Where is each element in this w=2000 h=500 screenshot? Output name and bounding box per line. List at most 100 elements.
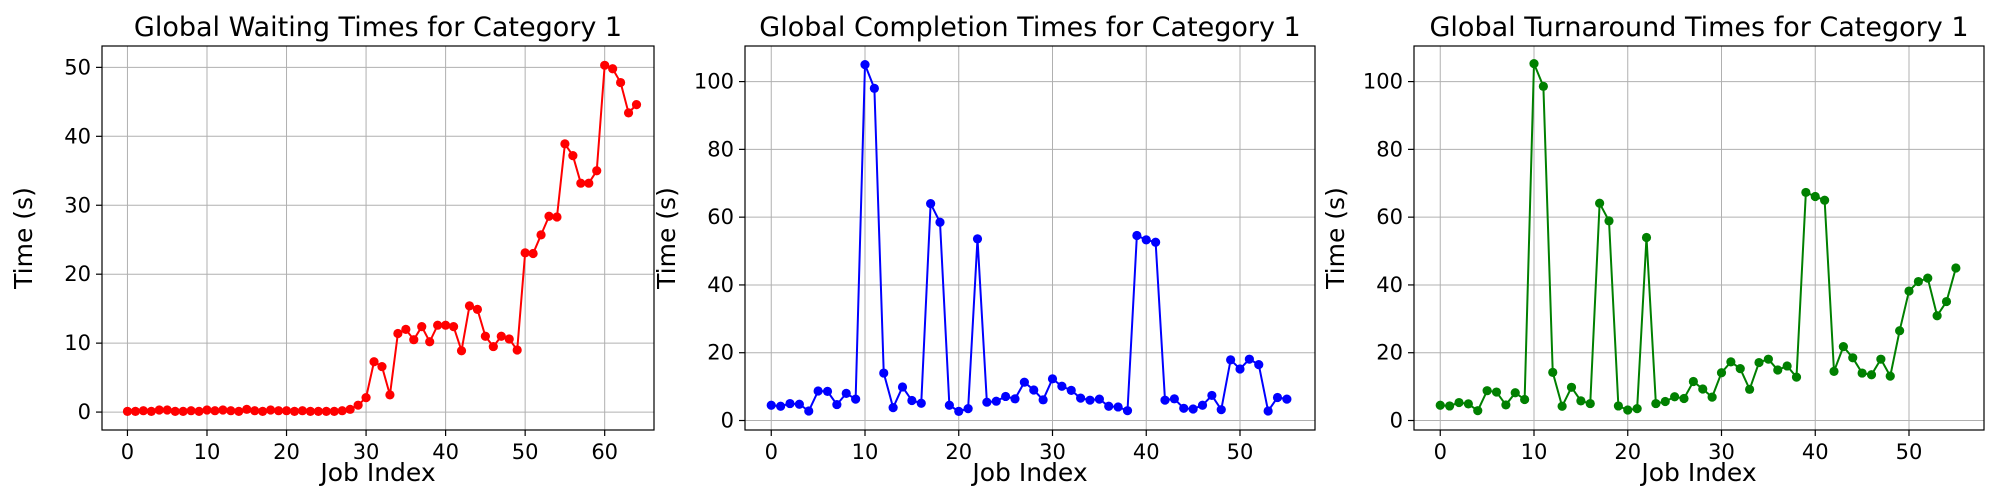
data-point	[1613, 401, 1623, 411]
y-tick-label: 20	[64, 262, 91, 286]
data-point	[804, 406, 814, 416]
data-point	[1179, 403, 1189, 413]
x-tick-label: 10	[852, 440, 879, 464]
data-point	[1707, 392, 1717, 402]
data-point	[1160, 395, 1170, 405]
x-tick-label: 40	[1133, 440, 1160, 464]
data-point	[1829, 366, 1839, 376]
data-point	[631, 99, 642, 110]
data-point	[345, 404, 355, 414]
x-tick-label: 40	[1802, 440, 1829, 464]
chart-panel-1: 0 10 20 30 40 50 60 0 10 20 30 40 50 Global Waiting T…	[9, 12, 655, 487]
chart-title: Global Turnaround Times for Category 1	[1430, 12, 1969, 43]
data-point	[512, 345, 522, 355]
data-point	[1754, 357, 1764, 368]
data-point	[860, 60, 870, 70]
data-point	[907, 395, 917, 406]
data-point	[210, 406, 220, 416]
y-tick-label: 60	[707, 205, 734, 229]
data-point	[560, 139, 570, 149]
data-point	[1895, 326, 1905, 336]
data-point	[226, 406, 236, 416]
data-point	[1001, 391, 1011, 402]
y-tick-label: 80	[707, 137, 734, 161]
data-point	[1548, 367, 1558, 377]
x-tick-label: 50	[1896, 440, 1923, 464]
y-axis-label: Time (s)	[9, 187, 38, 290]
data-point	[234, 406, 244, 416]
data-point	[1660, 396, 1670, 407]
data-point	[1576, 396, 1586, 406]
x-tick-label: 20	[1614, 440, 1641, 464]
data-point	[1141, 235, 1151, 245]
data-point	[258, 406, 268, 416]
data-point	[361, 392, 371, 403]
data-point	[353, 400, 363, 410]
y-tick-label: 20	[707, 341, 734, 365]
data-point	[337, 406, 347, 416]
data-point	[1029, 385, 1039, 395]
x-tick-label: 30	[353, 440, 380, 464]
y-tick-label: 40	[1376, 273, 1403, 297]
data-point	[1019, 377, 1029, 387]
data-point	[1263, 406, 1273, 416]
data-point	[218, 405, 228, 415]
data-point	[1244, 354, 1254, 364]
data-point	[289, 406, 300, 416]
data-point	[178, 406, 188, 416]
data-point	[1885, 371, 1895, 381]
data-point	[1951, 263, 1961, 273]
data-point	[146, 406, 156, 416]
data-point	[1094, 394, 1104, 404]
chart-panel-3: 0 10 20 30 40 50 0 20 40 60 80 100 Global Turnaround…	[1321, 12, 1985, 487]
data-point	[464, 301, 475, 311]
plot-frame	[744, 45, 1316, 431]
data-point	[1848, 353, 1858, 363]
data-point	[1866, 370, 1877, 380]
series-line	[127, 63, 638, 413]
x-tick-label: 30	[1039, 440, 1066, 464]
y-axis-label: Time (s)	[652, 187, 681, 290]
plot-frame	[101, 45, 655, 431]
data-point	[1595, 198, 1605, 208]
data-point	[1463, 399, 1473, 409]
data-point	[1482, 386, 1492, 396]
data-point	[954, 406, 964, 416]
data-point	[1104, 401, 1114, 411]
data-point	[1932, 311, 1942, 321]
data-point	[1810, 191, 1820, 202]
x-tick-label: 20	[945, 440, 972, 464]
data-point	[552, 212, 562, 222]
data-point	[1207, 390, 1217, 401]
data-point	[1688, 376, 1698, 387]
data-point	[600, 60, 610, 70]
y-tick-label: 40	[707, 273, 734, 297]
data-point	[851, 394, 861, 404]
y-tick-label: 60	[1376, 205, 1403, 229]
data-point	[1491, 387, 1502, 397]
data-point	[1226, 355, 1236, 365]
data-point	[433, 320, 443, 330]
data-point	[202, 405, 212, 415]
data-point	[417, 321, 427, 332]
data-point	[1454, 397, 1464, 408]
data-point	[1216, 405, 1226, 415]
data-point	[1904, 286, 1914, 296]
data-point	[1623, 405, 1633, 415]
data-point	[935, 217, 945, 227]
data-point	[385, 390, 395, 400]
data-point	[1085, 395, 1095, 405]
data-point	[1235, 364, 1245, 374]
data-point	[1726, 357, 1736, 367]
data-point	[1838, 342, 1848, 352]
data-point	[568, 151, 578, 161]
x-tick-label: 60	[591, 440, 618, 464]
data-point	[1435, 400, 1445, 410]
data-point	[170, 406, 180, 416]
y-axis-label: Time (s)	[1321, 187, 1350, 290]
data-point	[480, 331, 490, 341]
x-tick-label: 50	[512, 440, 539, 464]
data-point	[250, 406, 260, 416]
data-point	[472, 304, 483, 314]
data-point	[785, 398, 795, 409]
